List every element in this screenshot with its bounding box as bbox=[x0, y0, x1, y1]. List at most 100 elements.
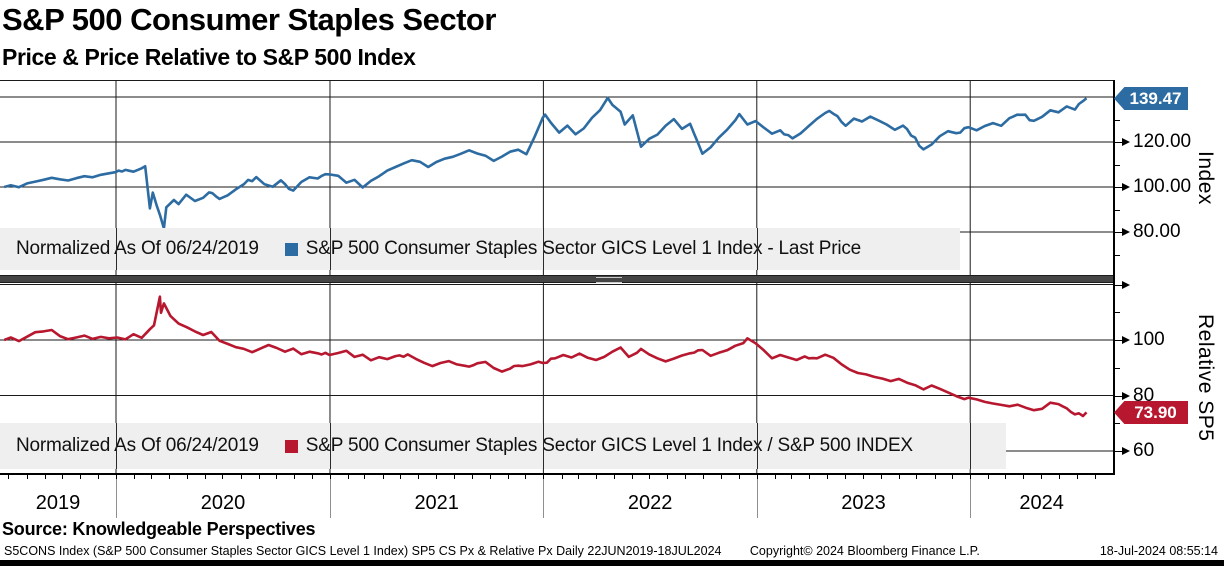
year-separator-line bbox=[970, 475, 971, 518]
panel-divider[interactable] bbox=[0, 275, 1113, 283]
gridline-over-band bbox=[543, 228, 545, 270]
y-axis-tick-arrow-icon bbox=[1122, 183, 1130, 191]
year-separator-line bbox=[116, 475, 117, 518]
x-axis-month-tick bbox=[276, 473, 277, 479]
x-axis-month-tick bbox=[952, 473, 953, 479]
y-axis-tick-arrow-icon bbox=[1122, 447, 1130, 455]
x-axis-month-tick bbox=[364, 473, 365, 479]
x-axis-month-tick bbox=[827, 473, 828, 479]
footer-bar: S5CONS Index (S&P 500 Consumer Staples S… bbox=[4, 544, 1218, 558]
gridline-over-band bbox=[116, 228, 117, 270]
x-axis-month-tick bbox=[80, 473, 81, 479]
x-year-label: 2023 bbox=[841, 492, 886, 514]
x-axis-month-tick bbox=[8, 473, 9, 479]
x-axis-month-tick bbox=[1041, 473, 1042, 479]
x-axis-month-tick bbox=[916, 473, 917, 479]
relative-y-axis-title: Relative SP5 bbox=[1194, 314, 1217, 442]
divider-grip-handle[interactable] bbox=[596, 277, 622, 283]
x-axis-month-tick bbox=[312, 473, 313, 479]
y-axis-major-tick bbox=[1113, 285, 1124, 286]
x-axis-month-tick bbox=[667, 473, 668, 479]
y-tick-label: 100.00 bbox=[1133, 176, 1192, 197]
x-axis-month-tick bbox=[45, 473, 46, 479]
price-panel-legend-band: Normalized As Of 06/24/2019 S&P 500 Cons… bbox=[0, 228, 960, 270]
gridline-over-band bbox=[756, 423, 758, 469]
x-axis-month-tick bbox=[739, 473, 740, 479]
gridline-over-band bbox=[756, 228, 758, 270]
y-axis-major-tick bbox=[1113, 451, 1124, 452]
x-axis-month-tick bbox=[241, 473, 242, 479]
x-axis-month-tick bbox=[454, 473, 455, 479]
y-axis-tick-arrow-icon bbox=[1122, 138, 1130, 146]
price-y-axis-title: Index bbox=[1194, 150, 1217, 205]
x-axis-month-tick bbox=[348, 473, 349, 479]
x-axis-month-tick bbox=[169, 473, 170, 479]
x-axis-month-tick bbox=[151, 473, 152, 479]
price-panel-top-border bbox=[0, 80, 1113, 81]
y-axis-tick-arrow-icon bbox=[1122, 281, 1130, 289]
x-axis-month-tick bbox=[596, 473, 597, 479]
gridline-over-band bbox=[329, 423, 331, 469]
y-axis-minor-tick bbox=[1113, 312, 1120, 313]
y-axis-tick-arrow-icon bbox=[1122, 336, 1130, 344]
y-axis-major-tick bbox=[1113, 340, 1124, 341]
x-axis-month-tick bbox=[1059, 473, 1060, 479]
y-axis-major-tick bbox=[1113, 187, 1124, 188]
x-axis-month-tick bbox=[935, 473, 936, 479]
x-axis-month-tick bbox=[899, 473, 900, 479]
y-tick-label: 60 bbox=[1133, 440, 1155, 461]
x-axis-month-tick bbox=[562, 473, 563, 479]
price-last-value-tag: 139.47 bbox=[1114, 87, 1188, 110]
x-axis-month-tick bbox=[845, 473, 846, 479]
x-axis-month-tick bbox=[205, 473, 206, 479]
x-axis-month-tick bbox=[472, 473, 473, 479]
y-axis-minor-tick bbox=[1113, 255, 1120, 256]
footer-timestamp: 18-Jul-2024 08:55:14 bbox=[1099, 544, 1218, 558]
y-tick-label: 100 bbox=[1133, 329, 1165, 350]
normalized-as-of-label: Normalized As Of 06/24/2019 bbox=[16, 238, 259, 259]
x-year-label: 2022 bbox=[627, 492, 673, 514]
x-axis-month-tick bbox=[863, 473, 864, 479]
relative-series-legend-label[interactable]: S&P 500 Consumer Staples Sector GICS Lev… bbox=[305, 435, 913, 456]
x-axis-month-tick bbox=[98, 473, 99, 479]
relative-price-line bbox=[3, 295, 1088, 418]
x-axis-month-tick bbox=[614, 473, 615, 479]
x-axis-month-tick bbox=[383, 473, 384, 479]
footer-copyright: Copyright© 2024 Bloomberg Finance L.P. bbox=[749, 544, 980, 558]
y-tick-label: 80 bbox=[1133, 385, 1155, 406]
price-series-legend-label[interactable]: S&P 500 Consumer Staples Sector GICS Lev… bbox=[305, 238, 862, 259]
x-axis-month-tick bbox=[970, 473, 971, 479]
right-y-axis-line bbox=[1113, 80, 1115, 475]
y-axis-minor-tick bbox=[1113, 423, 1120, 424]
x-year-label: 2019 bbox=[35, 492, 81, 514]
gridline-over-band bbox=[329, 228, 331, 270]
x-axis-month-tick bbox=[294, 473, 295, 479]
y-axis-minor-tick bbox=[1113, 165, 1120, 166]
y-axis-major-tick bbox=[1113, 142, 1124, 143]
page-subtitle: Price & Price Relative to S&P 500 Index bbox=[2, 44, 416, 70]
x-axis-month-tick bbox=[1023, 473, 1024, 479]
y-axis-minor-tick bbox=[1113, 368, 1120, 369]
year-separator-line bbox=[330, 475, 331, 518]
x-axis-month-tick bbox=[436, 473, 437, 479]
x-axis-month-tick bbox=[418, 473, 419, 479]
x-axis-month-tick bbox=[187, 473, 188, 479]
y-tick-label: 80.00 bbox=[1133, 221, 1181, 242]
x-axis-month-tick bbox=[62, 473, 63, 479]
x-axis-month-tick bbox=[757, 473, 758, 479]
year-separator-line bbox=[543, 475, 544, 518]
y-axis-tick-arrow-icon bbox=[1122, 228, 1130, 236]
x-axis-month-tick bbox=[1095, 473, 1096, 479]
y-tick-label: 120.00 bbox=[1133, 131, 1192, 152]
source-label: Source: Knowledgeable Perspectives bbox=[2, 519, 316, 539]
x-axis-month-tick bbox=[988, 473, 989, 479]
x-axis-month-tick bbox=[578, 473, 579, 479]
relative-panel-legend-band: Normalized As Of 06/24/2019 S&P 500 Cons… bbox=[0, 423, 1006, 469]
x-axis-month-tick bbox=[649, 473, 650, 479]
x-year-label: 2020 bbox=[200, 492, 246, 514]
x-year-label: 2024 bbox=[1019, 492, 1064, 514]
year-separator-line bbox=[757, 475, 758, 518]
x-axis-month-tick bbox=[721, 473, 722, 479]
x-axis-month-tick bbox=[27, 473, 28, 479]
y-axis-minor-tick bbox=[1113, 120, 1120, 121]
